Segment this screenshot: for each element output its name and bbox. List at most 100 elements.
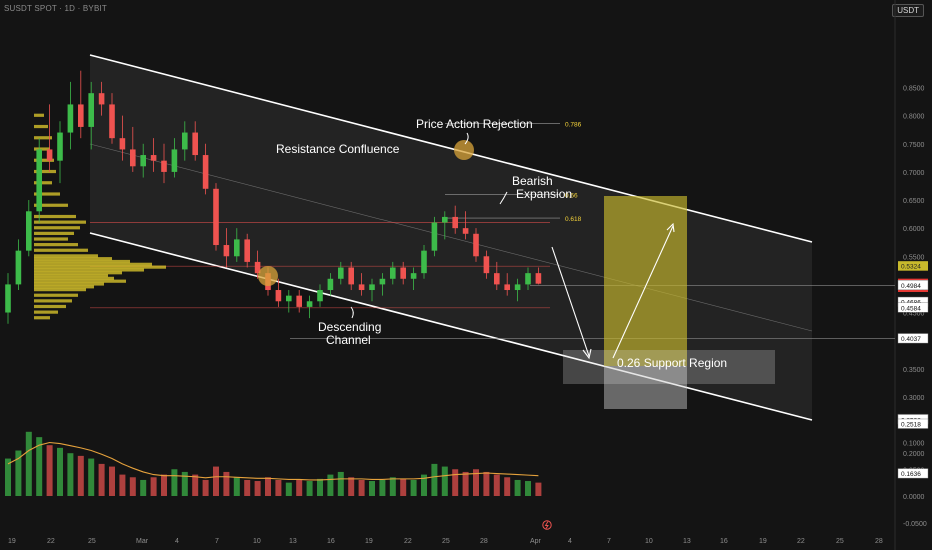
pointer-bearish: [499, 191, 508, 205]
target-zone-lower: [604, 366, 687, 409]
candle-body: [109, 104, 115, 139]
candle-body: [78, 104, 84, 127]
annotation-resistance-confluence: Resistance Confluence: [276, 142, 400, 156]
candle-body: [67, 104, 74, 133]
price-label-box: [898, 261, 928, 271]
candle-body: [161, 160, 167, 172]
candle-body: [390, 267, 396, 279]
candle-body: [36, 149, 42, 212]
price-label-text: 0.4584: [901, 305, 921, 312]
x-tick-label: 4: [175, 538, 179, 545]
candle-body: [223, 245, 230, 257]
volume-profile-bar: [34, 237, 68, 241]
volume-profile-bar: [34, 262, 152, 266]
annotation-bearish-expansion-line1: Bearish: [512, 174, 553, 188]
volume-bar: [213, 466, 219, 496]
annotation-price-action-rejection: Price Action Rejection: [416, 117, 533, 131]
volume-bar: [150, 477, 157, 496]
x-tick-label: 25: [836, 538, 844, 545]
volume-bar: [296, 479, 303, 496]
volume-profile-bar: [34, 316, 50, 320]
candle-body: [254, 261, 261, 274]
volume-bar: [348, 477, 355, 496]
volume-profile-bar: [34, 192, 60, 196]
volume-bar: [233, 477, 240, 496]
projection-arrowhead-up: [666, 222, 675, 233]
x-tick-label: 4: [568, 538, 572, 545]
candle-body: [140, 155, 146, 167]
x-tick-label: 13: [289, 538, 297, 545]
x-tick-label: Apr: [530, 538, 542, 545]
volume-bar: [181, 471, 188, 496]
x-tick-label: 16: [327, 538, 335, 545]
candle-body: [234, 239, 240, 257]
volume-bar: [46, 445, 53, 496]
volume-profile-bar: [34, 243, 78, 247]
fib-label-0.618: 0.618: [565, 216, 582, 223]
volume-bar: [98, 463, 105, 496]
price-tick-label: 0.5500: [903, 254, 925, 261]
price-tick-label: 0.6000: [903, 226, 925, 233]
fib-label-0.66: 0.66: [565, 192, 578, 199]
volume-profile-bar: [34, 310, 58, 314]
volume-bar: [317, 478, 323, 496]
price-tick-label: 0.4500: [903, 311, 925, 318]
volume-bar: [441, 466, 448, 496]
candle-body: [98, 93, 105, 105]
channel-upper-line: [89, 54, 813, 243]
volume-profile-bar: [34, 158, 54, 162]
candle-body: [244, 239, 250, 262]
volume-bar: [171, 469, 178, 496]
volume-profile-bar: [34, 273, 108, 278]
volume-profile-bar: [34, 282, 104, 286]
volume-bar: [275, 479, 282, 496]
volume-profile-bar: [34, 169, 56, 174]
x-tick-label: 22: [404, 538, 412, 545]
volume-ma-line: [7, 441, 539, 481]
volume-tick-label: 0.0000: [903, 494, 925, 501]
candle-body: [473, 233, 479, 257]
volume-profile-bar: [34, 304, 66, 309]
volume-bar: [67, 453, 74, 496]
volume-profile-bar: [34, 203, 68, 207]
volume-bar: [202, 479, 209, 496]
price-label-box: [897, 418, 929, 429]
price-tick-label: 0.3500: [903, 367, 925, 374]
volume-bar: [57, 447, 63, 496]
candle-body: [348, 267, 354, 285]
channel-midline: [89, 143, 813, 332]
volume-bar: [483, 471, 490, 496]
volume-bar: [400, 478, 407, 496]
alert-icon[interactable]: [542, 520, 552, 530]
volume-profile-bar: [34, 254, 98, 258]
candle-body: [452, 216, 458, 229]
price-label-box: [897, 280, 929, 290]
volume-tick-label: -0.0500: [903, 521, 927, 528]
volume-bar: [504, 477, 511, 496]
x-tick-label: 10: [645, 538, 653, 545]
price-tick-label: 0.7000: [903, 170, 925, 177]
candle-body: [400, 267, 406, 279]
currency-selector[interactable]: USDT: [892, 4, 924, 17]
candle-body: [150, 155, 157, 161]
candle-body: [483, 256, 490, 274]
price-label-text: 0.2518: [901, 421, 921, 428]
x-tick-label: 13: [683, 538, 691, 545]
volume-profile-bar: [34, 113, 44, 117]
volume-bar: [129, 477, 136, 496]
volume-bar: [77, 455, 84, 496]
candle-body: [171, 149, 178, 172]
volume-profile-bar: [34, 248, 88, 252]
candle-body: [5, 284, 11, 313]
x-tick-label: 19: [8, 538, 16, 545]
target-zone-upper: [604, 196, 687, 366]
volume-profile-bar: [34, 257, 112, 261]
volume-profile-bar: [34, 147, 50, 151]
volume-bar: [337, 471, 344, 496]
volume-profile-bar: [34, 265, 166, 269]
volume-bar: [369, 481, 375, 496]
candle-body: [130, 149, 136, 167]
candle-body: [26, 211, 32, 251]
